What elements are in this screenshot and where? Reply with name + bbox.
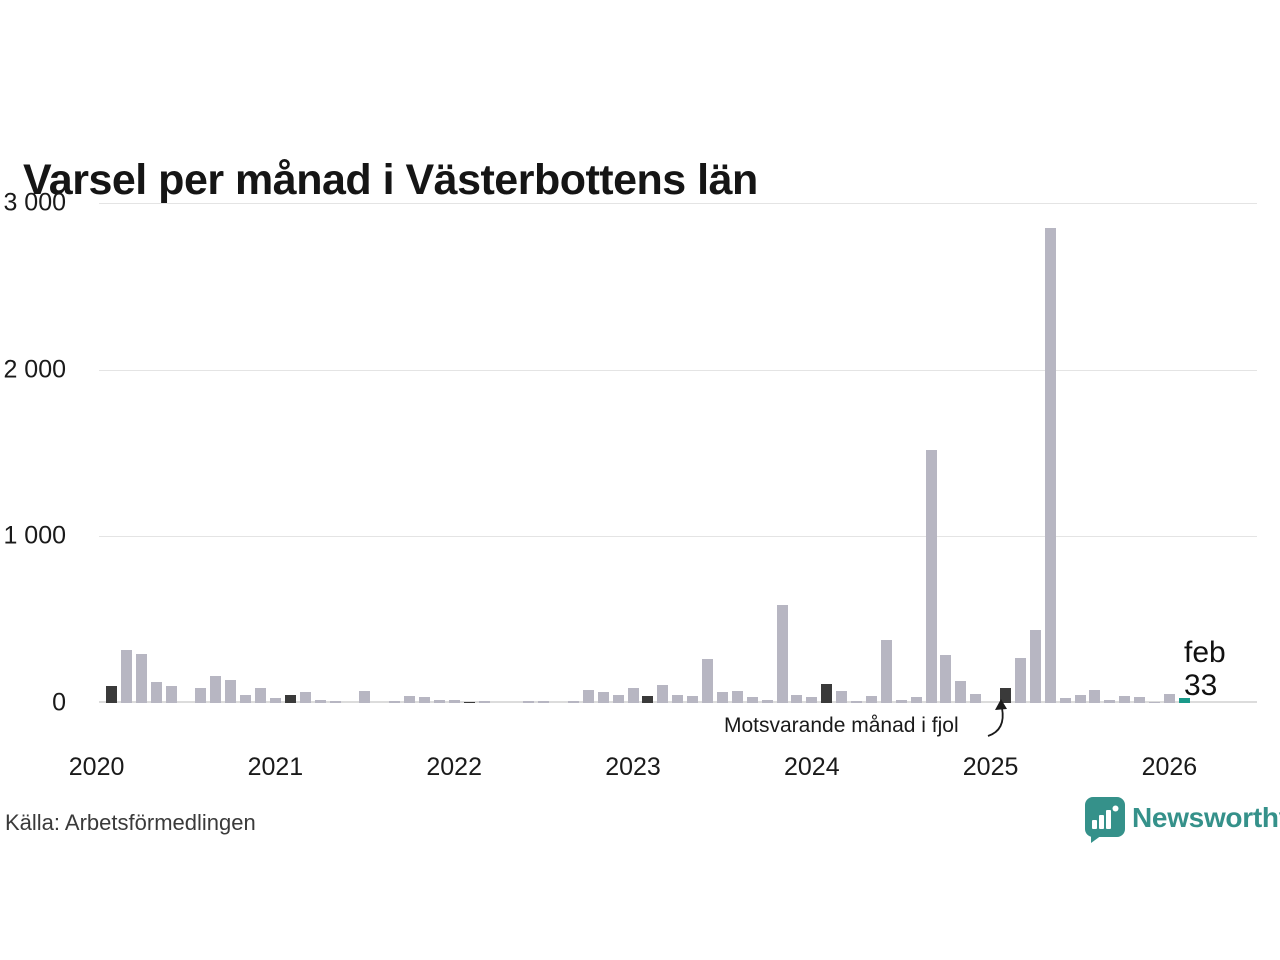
bar-2025-07 xyxy=(1074,694,1086,703)
year-label-2025: 2025 xyxy=(962,753,1019,781)
bar-2024-03 xyxy=(836,691,848,703)
bar-2025-12 xyxy=(1149,701,1160,703)
bar-2021-04 xyxy=(314,699,326,703)
current-month-name: feb xyxy=(1184,636,1226,669)
bar-2023-07 xyxy=(716,692,728,703)
bar-2024-01 xyxy=(806,697,818,703)
bar-2021-11 xyxy=(418,697,430,703)
annotation-arrow-icon xyxy=(987,699,1007,737)
y-tick-label: 0 xyxy=(52,688,66,717)
bar-2021-05 xyxy=(329,701,341,703)
year-label-2024: 2024 xyxy=(783,753,840,781)
bar-2025-10 xyxy=(1119,696,1131,703)
bar-2021-10 xyxy=(404,696,415,703)
bar-2020-03 xyxy=(120,649,132,703)
bar-2021-09 xyxy=(389,701,401,703)
year-label-2022: 2022 xyxy=(426,753,482,781)
source-caption: Källa: Arbetsförmedlingen xyxy=(5,810,256,835)
bar-2024-11 xyxy=(955,680,967,703)
bar-2020-04 xyxy=(135,653,147,703)
newsworthy-logo[interactable]: Newsworthy xyxy=(1085,797,1280,843)
bar-2020-10 xyxy=(225,679,237,703)
bar-2024-10 xyxy=(940,654,952,703)
year-label-2023: 2023 xyxy=(605,753,661,781)
bar-2023-04 xyxy=(672,694,684,703)
bar-2024-05 xyxy=(865,695,877,703)
bar-2023-03 xyxy=(657,684,669,703)
bar-2024-09 xyxy=(925,449,937,703)
bar-2020-02 xyxy=(106,686,117,703)
bar-2022-10 xyxy=(582,689,594,703)
current-month-label: feb 33 xyxy=(1184,636,1226,702)
newsworthy-wordmark: Newsworthy xyxy=(1132,802,1280,833)
bar-2023-01 xyxy=(627,688,639,703)
bar-2024-02 xyxy=(821,683,833,703)
bar-2025-04 xyxy=(1029,629,1041,703)
y-tick-label: 1 000 xyxy=(3,521,66,550)
bar-2025-09 xyxy=(1104,699,1116,703)
bar-2023-08 xyxy=(731,691,743,703)
bar-2024-06 xyxy=(880,639,892,703)
bar-2021-02 xyxy=(284,694,296,703)
x-axis-year-labels: 2020 2021 2022 2023 2024 2025 2026 xyxy=(0,753,1280,783)
year-label-2021: 2021 xyxy=(247,753,304,781)
reference-month-annotation: Motsvarande månad i fjol xyxy=(724,714,959,737)
chart-title: Varsel per månad i Västerbottens län xyxy=(23,155,758,204)
bar-2021-03 xyxy=(299,692,311,703)
bar-2020-08 xyxy=(195,688,207,703)
plot-area: 3 000 2 000 1 000 0 xyxy=(3,189,1257,717)
bar-2022-01 xyxy=(448,699,460,703)
bar-2021-12 xyxy=(433,699,445,703)
bar-2025-11 xyxy=(1134,697,1146,703)
year-label-2026: 2026 xyxy=(1141,753,1198,781)
bar-2023-11 xyxy=(776,604,788,703)
current-month-value: 33 xyxy=(1184,669,1218,702)
bar-2020-05 xyxy=(150,682,162,703)
bar-2022-02 xyxy=(463,701,475,703)
gridline xyxy=(99,203,1257,204)
bar-2022-03 xyxy=(478,700,490,703)
bar-2021-01 xyxy=(269,698,281,703)
gridline xyxy=(99,369,1257,371)
bar-2026-02 xyxy=(1178,697,1190,703)
y-tick-label: 3 000 xyxy=(3,188,66,217)
bar-2020-06 xyxy=(165,686,177,703)
bar-2025-03 xyxy=(1014,658,1026,703)
bar-2023-12 xyxy=(791,694,803,703)
bar-2021-07 xyxy=(359,690,371,703)
bar-2023-05 xyxy=(687,696,699,703)
bar-2023-09 xyxy=(746,697,758,703)
bar-2026-01 xyxy=(1163,693,1175,703)
y-tick-label: 2 000 xyxy=(3,355,66,384)
bar-2025-06 xyxy=(1059,698,1071,703)
bar-2025-08 xyxy=(1089,689,1101,703)
bar-2020-12 xyxy=(255,688,266,703)
bar-2023-06 xyxy=(702,658,713,703)
bar-2022-07 xyxy=(538,700,550,703)
bar-2022-11 xyxy=(597,692,609,703)
bar-2024-08 xyxy=(910,697,922,703)
bar-2024-04 xyxy=(851,701,862,703)
bar-2020-09 xyxy=(210,675,222,703)
bar-2022-09 xyxy=(567,701,579,703)
bar-2025-02 xyxy=(1000,688,1011,703)
bar-2024-12 xyxy=(970,693,982,703)
newsworthy-bubble-icon xyxy=(1085,797,1125,843)
bar-2022-12 xyxy=(612,694,624,703)
year-label-2020: 2020 xyxy=(68,753,125,781)
bar-2024-07 xyxy=(895,699,907,703)
bar-2025-05 xyxy=(1044,228,1056,703)
bar-2023-10 xyxy=(761,699,773,703)
bar-2022-06 xyxy=(523,700,535,703)
gridline xyxy=(99,536,1257,538)
bar-2020-11 xyxy=(240,694,252,703)
bar-2023-02 xyxy=(642,695,654,703)
